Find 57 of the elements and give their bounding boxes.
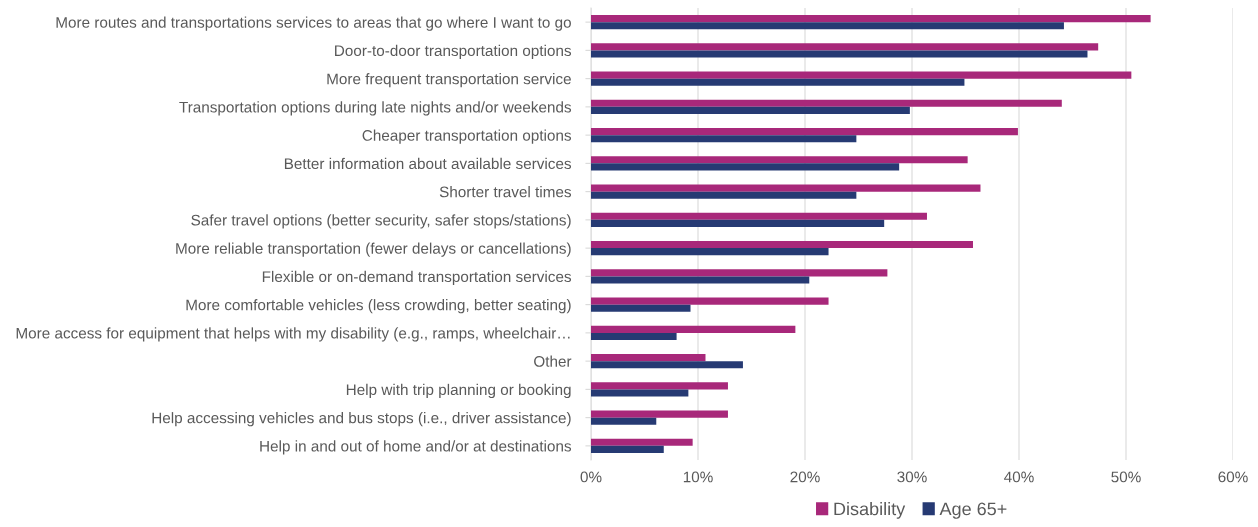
y-tick-label: Cheaper transportation options <box>362 129 572 144</box>
y-tick-label: Help in and out of home and/or at destinations <box>260 440 572 455</box>
y-tick-label: More frequent transportation service <box>327 73 571 88</box>
y-tick-label: Shorter travel times <box>439 186 572 198</box>
bar <box>591 304 691 312</box>
y-tick-label: Door-to-door transportation options <box>335 44 572 60</box>
bar <box>591 269 888 277</box>
y-tick-label: Better information about available services <box>284 157 572 170</box>
legend-label: Age 65+ <box>939 502 1007 519</box>
bar <box>591 22 1064 30</box>
bar <box>591 71 1132 79</box>
y-tick-label: More reliable transportation (fewer delays or cancellations) <box>176 242 571 257</box>
y-tick-label: More access for equipment that helps with my disability (e.g., ramps, wheelchair… <box>16 327 570 342</box>
y-tick-label: Other <box>534 355 572 367</box>
bar <box>591 276 810 284</box>
y-tick-label: Flexible or on-demand transportation services <box>262 270 572 286</box>
y-tick-label: Transportation options during late nights and/or weekends <box>179 101 572 116</box>
bar <box>591 163 900 171</box>
bar <box>591 106 910 114</box>
bar <box>591 354 706 362</box>
y-tick-label: Safer travel options (better security, safer stops/stations) <box>191 214 571 229</box>
x-tick-label: 40% <box>1004 471 1034 483</box>
y-tick-label: More routes and transportations services to areas that go where I want to go <box>56 16 571 31</box>
x-tick-label: 60% <box>1218 471 1248 483</box>
bar <box>591 50 1088 58</box>
bar <box>591 15 1151 23</box>
bar <box>591 332 677 340</box>
bar <box>591 410 728 418</box>
bar <box>591 128 1018 136</box>
y-tick-label: Help accessing vehicles and bus stops (i.e., driver assistance) <box>152 412 571 427</box>
y-tick-label: Help with trip planning or booking <box>346 383 571 399</box>
bar <box>591 78 965 86</box>
bar <box>591 248 829 256</box>
bar <box>591 417 657 425</box>
x-tick-label: 20% <box>790 471 820 483</box>
bar <box>591 297 829 305</box>
bar <box>591 156 968 164</box>
bar <box>591 382 728 390</box>
bar <box>591 361 743 369</box>
x-tick-label: 0% <box>580 471 602 483</box>
bar <box>591 438 693 446</box>
x-tick-label: 50% <box>1111 471 1141 483</box>
bar <box>591 325 796 333</box>
legend-label: Disability <box>834 502 906 519</box>
bar <box>591 43 1099 51</box>
bar <box>591 219 885 227</box>
bar <box>591 184 981 192</box>
bar <box>591 99 1062 107</box>
bar <box>591 135 857 143</box>
y-tick-label: More comfortable vehicles (less crowding, better seating) <box>186 299 571 314</box>
bar <box>591 212 927 220</box>
bar <box>591 389 689 397</box>
x-tick-label: 10% <box>683 471 713 483</box>
bar <box>591 191 857 199</box>
bar <box>591 241 973 249</box>
x-tick-label: 30% <box>897 471 927 483</box>
bar <box>591 445 664 453</box>
